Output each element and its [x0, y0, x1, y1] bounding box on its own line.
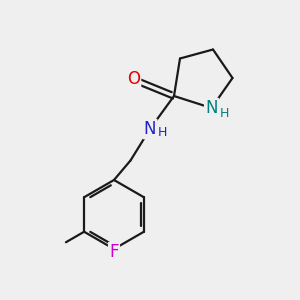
Text: N: N	[144, 120, 156, 138]
Text: O: O	[127, 70, 140, 88]
Text: N: N	[205, 99, 218, 117]
Text: H: H	[158, 126, 167, 139]
Text: H: H	[220, 107, 230, 120]
Text: F: F	[109, 243, 119, 261]
